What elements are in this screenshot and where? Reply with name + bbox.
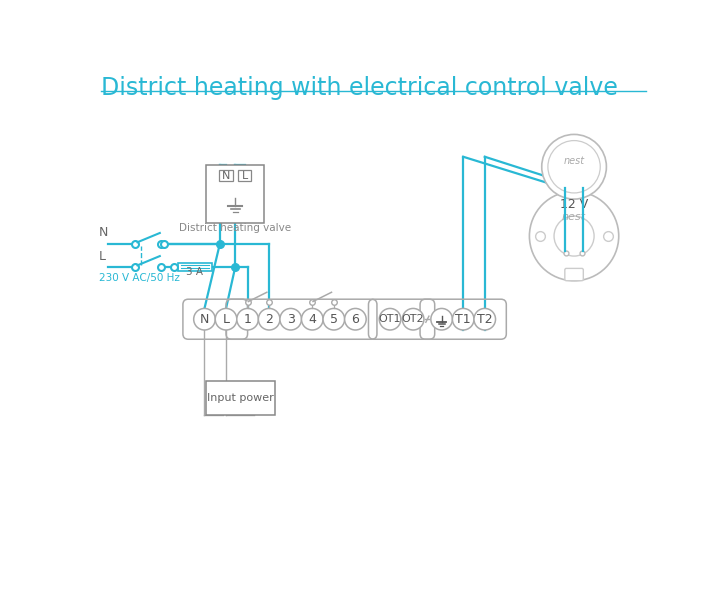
Circle shape: [403, 308, 424, 330]
Text: N: N: [99, 226, 108, 239]
FancyBboxPatch shape: [206, 381, 275, 415]
Text: 5: 5: [330, 312, 338, 326]
Text: 6: 6: [352, 312, 360, 326]
Text: L: L: [223, 312, 229, 326]
Text: T1: T1: [456, 312, 471, 326]
FancyBboxPatch shape: [565, 268, 583, 281]
Text: nest: nest: [563, 156, 585, 166]
Text: 3: 3: [287, 312, 295, 326]
Circle shape: [280, 308, 301, 330]
Text: OT1: OT1: [379, 314, 401, 324]
Circle shape: [542, 134, 606, 199]
Circle shape: [452, 308, 474, 330]
Circle shape: [301, 308, 323, 330]
FancyBboxPatch shape: [237, 170, 251, 181]
Text: District heating with electrical control valve: District heating with electrical control…: [100, 76, 617, 100]
Text: nest: nest: [562, 212, 586, 222]
Text: 3 A: 3 A: [186, 267, 203, 277]
Text: 230 V AC/50 Hz: 230 V AC/50 Hz: [99, 273, 180, 283]
Circle shape: [323, 308, 344, 330]
FancyBboxPatch shape: [178, 263, 212, 271]
Circle shape: [431, 308, 452, 330]
Circle shape: [344, 308, 366, 330]
Circle shape: [548, 141, 601, 193]
Text: L: L: [242, 170, 248, 181]
Circle shape: [474, 308, 496, 330]
Text: District heating valve: District heating valve: [179, 223, 291, 233]
Circle shape: [237, 308, 258, 330]
FancyBboxPatch shape: [219, 170, 233, 181]
Text: N: N: [222, 170, 230, 181]
Text: L: L: [99, 249, 106, 263]
Circle shape: [258, 308, 280, 330]
Text: 12 V: 12 V: [560, 198, 588, 211]
Text: N: N: [199, 312, 209, 326]
Text: 4: 4: [309, 312, 316, 326]
Text: Input power: Input power: [207, 393, 274, 403]
Circle shape: [215, 308, 237, 330]
Text: T2: T2: [477, 312, 493, 326]
Text: 1: 1: [244, 312, 252, 326]
Circle shape: [529, 191, 619, 281]
Circle shape: [379, 308, 401, 330]
Text: 2: 2: [265, 312, 273, 326]
Text: OT2: OT2: [402, 314, 424, 324]
Circle shape: [194, 308, 215, 330]
Circle shape: [554, 216, 594, 256]
FancyBboxPatch shape: [207, 165, 264, 223]
